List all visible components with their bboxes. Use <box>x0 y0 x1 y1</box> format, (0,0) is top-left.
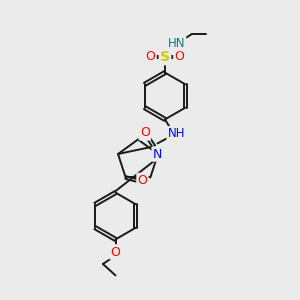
Text: NH: NH <box>168 127 185 140</box>
Text: S: S <box>160 50 170 64</box>
Text: O: O <box>111 245 120 259</box>
Text: HN: HN <box>168 37 185 50</box>
Text: O: O <box>175 50 184 64</box>
Text: O: O <box>137 174 147 187</box>
Text: O: O <box>146 50 155 64</box>
Text: N: N <box>153 148 162 160</box>
Text: O: O <box>140 126 150 140</box>
